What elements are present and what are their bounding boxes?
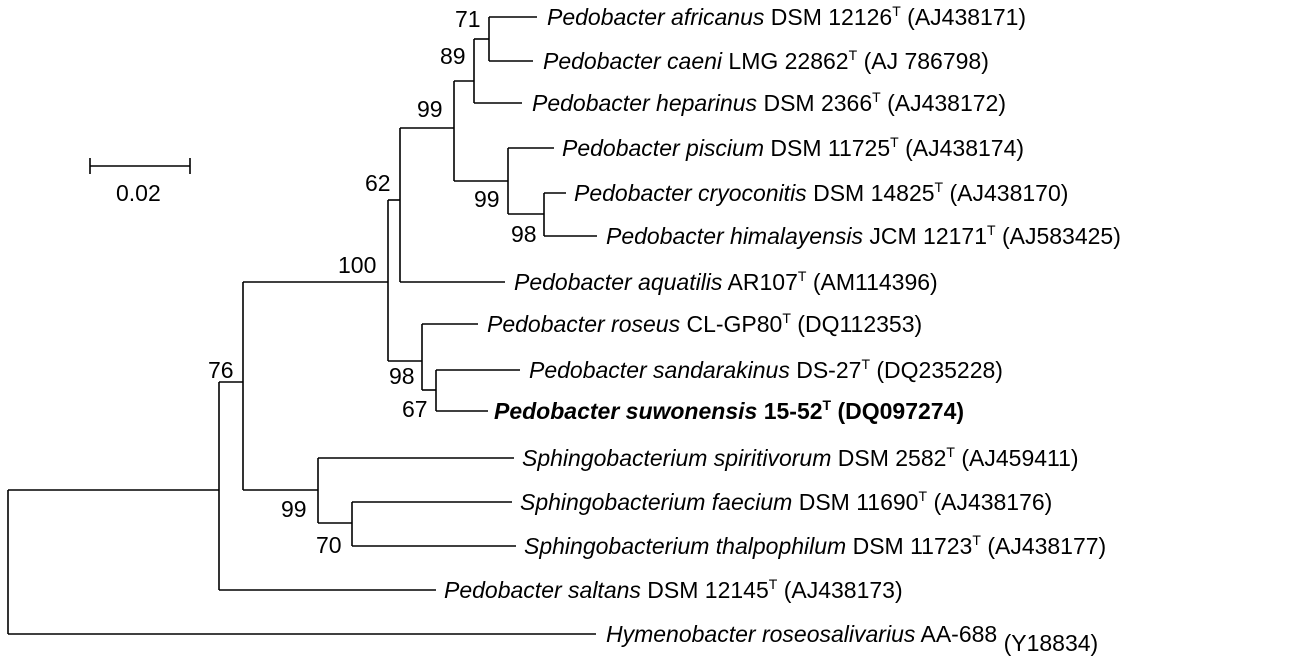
bootstrap-value: 100 (338, 252, 376, 278)
bootstrap-value: 98 (511, 221, 537, 247)
taxon-labels: Pedobacter africanus DSM 12126T (AJ43817… (444, 3, 1121, 656)
taxon-label: Pedobacter africanus DSM 12126T (AJ43817… (547, 3, 1026, 30)
bootstrap-value: 67 (402, 396, 428, 422)
scale-bar: 0.02 (89, 158, 191, 206)
scale-bar-label: 0.02 (116, 180, 161, 206)
bootstrap-value: 89 (440, 43, 466, 69)
bootstrap-value: 98 (389, 363, 415, 389)
bootstrap-value: 99 (474, 186, 500, 212)
taxon-label: Pedobacter cryoconitis DSM 14825T (AJ438… (574, 179, 1068, 206)
tree-branches (7, 16, 597, 635)
bootstrap-value: 99 (281, 496, 307, 522)
taxon-label-highlighted: Pedobacter suwonensis 15-52T (DQ097274) (494, 397, 964, 424)
taxon-label: Pedobacter piscium DSM 11725T (AJ438174) (562, 134, 1024, 161)
taxon-label: Pedobacter himalayensis JCM 12171T (AJ58… (606, 222, 1121, 249)
taxon-label: Sphingobacterium thalpophilum DSM 11723T… (524, 532, 1106, 559)
bootstrap-value: 62 (365, 170, 391, 196)
taxon-label: Pedobacter saltans DSM 12145T (AJ438173) (444, 576, 903, 603)
taxon-label: Pedobacter sandarakinus DS-27T (DQ235228… (529, 356, 1003, 383)
taxon-label: Pedobacter aquatilis AR107T (AM114396) (514, 268, 938, 295)
bootstrap-value: 71 (455, 6, 481, 32)
bootstrap-values: 71 89 99 99 98 62 100 98 67 76 99 70 (208, 6, 537, 558)
bootstrap-value: 70 (316, 532, 342, 558)
taxon-label: Pedobacter heparinus DSM 2366T (AJ438172… (532, 89, 1006, 116)
taxon-label: Pedobacter roseus CL-GP80T (DQ112353) (487, 310, 922, 337)
bootstrap-value: 99 (417, 96, 443, 122)
taxon-label: Pedobacter caeni LMG 22862T (AJ 786798) (543, 47, 989, 74)
taxon-label: Sphingobacterium faecium DSM 11690T (AJ4… (520, 488, 1052, 515)
bootstrap-value: 76 (208, 357, 234, 383)
taxon-label: Sphingobacterium spiritivorum DSM 2582T … (522, 444, 1079, 471)
taxon-label: Hymenobacter roseosalivarius AA-688 (Y18… (606, 621, 1098, 656)
